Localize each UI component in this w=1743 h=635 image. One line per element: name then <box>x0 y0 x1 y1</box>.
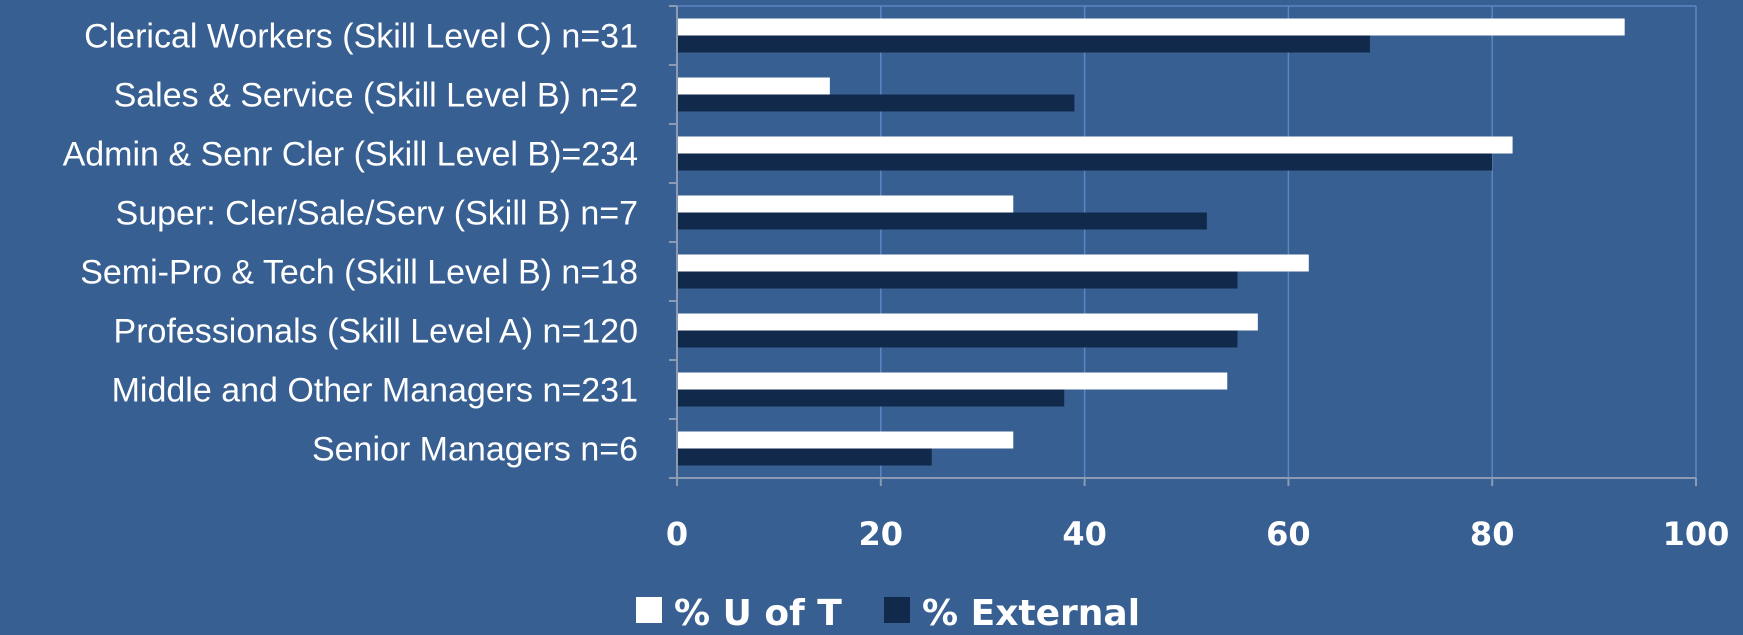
bar-external <box>677 330 1238 348</box>
category-label: Semi-Pro & Tech (Skill Level B) n=18 <box>80 254 638 292</box>
bar-u-of-t <box>677 77 830 95</box>
bar-external <box>677 389 1065 407</box>
x-tick-label: 20 <box>859 515 904 553</box>
bar-external <box>677 271 1238 289</box>
bar-u-of-t <box>677 136 1513 154</box>
category-label: Senior Managers n=6 <box>312 431 638 469</box>
x-tick-label: 60 <box>1266 515 1311 553</box>
bar-u-of-t <box>677 254 1309 272</box>
category-label: Middle and Other Managers n=231 <box>112 372 638 410</box>
bar-u-of-t <box>677 372 1228 390</box>
category-label: Super: Cler/Sale/Serv (Skill B) n=7 <box>116 195 638 233</box>
category-label: Sales & Service (Skill Level B) n=2 <box>114 77 638 115</box>
bar-u-of-t <box>677 431 1014 449</box>
x-tick-label: 40 <box>1062 515 1107 553</box>
bar-u-of-t <box>677 313 1258 331</box>
legend-label-u-of-t: % U of T <box>674 593 842 630</box>
category-label: Admin & Senr Cler (Skill Level B)=234 <box>63 136 638 174</box>
x-tick-label: 0 <box>666 515 688 553</box>
category-label: Professionals (Skill Level A) n=120 <box>114 313 638 351</box>
bar-external <box>677 448 932 466</box>
x-tick-label: 80 <box>1470 515 1515 553</box>
legend-swatch-u-of-t <box>636 597 662 623</box>
bar-u-of-t <box>677 18 1625 36</box>
legend-swatch-external <box>884 597 910 623</box>
bar-external <box>677 153 1493 171</box>
bar-u-of-t <box>677 195 1014 213</box>
x-tick-label: 100 <box>1663 515 1730 553</box>
bar-external <box>677 212 1207 230</box>
category-label: Clerical Workers (Skill Level C) n=31 <box>84 18 638 56</box>
bar-external <box>677 94 1075 112</box>
legend-label-external: % External <box>922 593 1140 630</box>
bar-external <box>677 35 1370 53</box>
